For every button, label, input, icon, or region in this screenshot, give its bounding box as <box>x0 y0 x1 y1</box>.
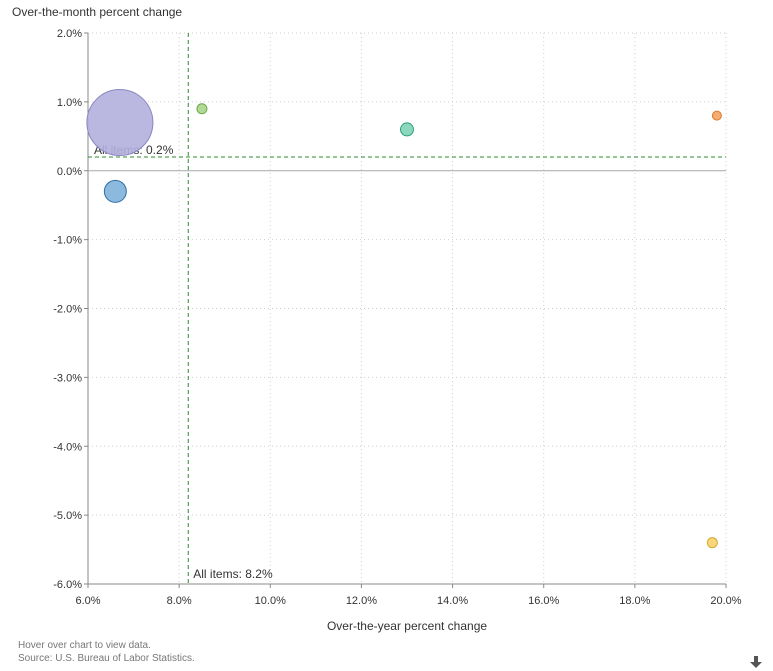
x-tick-label: 20.0% <box>710 595 741 607</box>
y-axis-ticks: 2.0% 1.0% 0.0% -1.0% -2.0% -3.0% -4.0% -5.0% -6.… <box>53 28 88 591</box>
x-tick-label: 10.0% <box>255 595 286 607</box>
y-tick-label: -2.0% <box>53 304 82 316</box>
x-tick-label: 16.0% <box>528 595 559 607</box>
x-tick-label: 14.0% <box>437 595 468 607</box>
x-tick-label: 8.0% <box>167 595 192 607</box>
y-tick-label: 2.0% <box>57 28 82 40</box>
data-point[interactable] <box>196 103 208 115</box>
x-tick-label: 6.0% <box>75 595 100 607</box>
data-point[interactable] <box>711 110 722 121</box>
y-tick-label: -5.0% <box>53 510 82 522</box>
download-icon[interactable] <box>749 655 763 669</box>
y-tick-label: 1.0% <box>57 97 82 109</box>
y-tick-label: -3.0% <box>53 372 82 384</box>
y-axis-title: Over-the-month percent change <box>12 5 182 19</box>
hover-note: Hover over chart to view data. <box>18 640 151 651</box>
x-axis-ticks: 6.0% 8.0% 10.0% 12.0% 14.0% 16.0% 18.0% 20.0% <box>75 584 742 607</box>
all-items-year-label: All items: 8.2% <box>193 567 273 581</box>
y-tick-label: -4.0% <box>53 441 82 453</box>
data-points[interactable] <box>86 89 722 549</box>
x-tick-label: 12.0% <box>346 595 377 607</box>
data-point[interactable] <box>103 179 127 203</box>
x-tick-label: 18.0% <box>619 595 650 607</box>
y-tick-label: -1.0% <box>53 235 82 247</box>
data-point[interactable] <box>400 122 414 137</box>
data-point[interactable] <box>706 537 718 549</box>
grid-lines <box>88 32 727 584</box>
y-tick-label: 0.0% <box>57 166 82 178</box>
x-axis-title: Over-the-year percent change <box>327 619 487 633</box>
data-point[interactable] <box>86 89 154 157</box>
scatter-chart[interactable]: Over-the-month percent change 2.0% 1.0% 0.… <box>0 0 773 640</box>
source-note: Source: U.S. Bureau of Labor Statistics. <box>18 653 195 664</box>
y-tick-label: -6.0% <box>53 579 82 591</box>
